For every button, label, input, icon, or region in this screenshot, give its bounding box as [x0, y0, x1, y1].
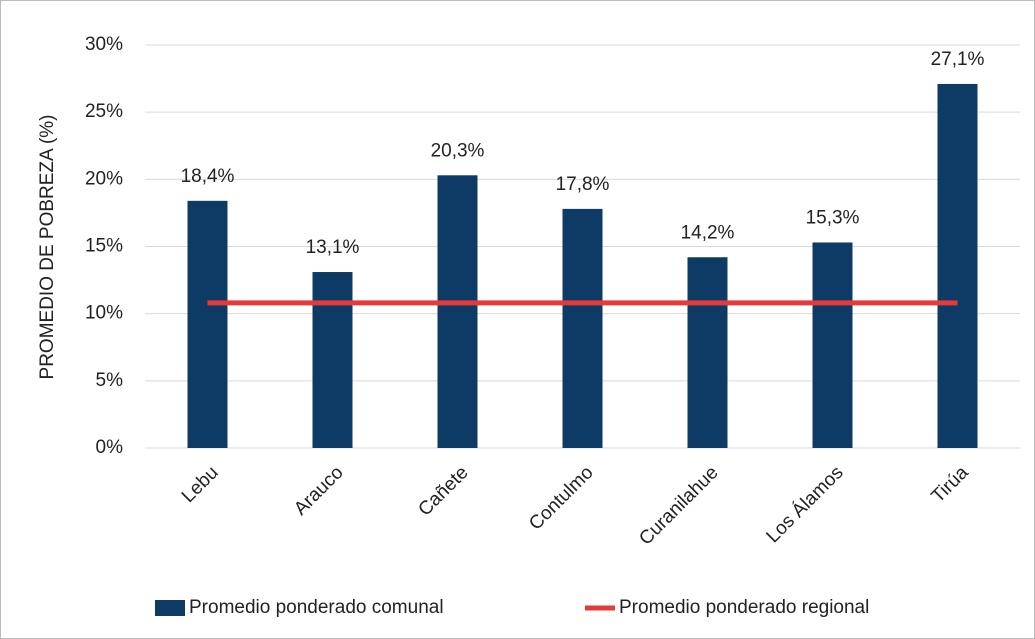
value-label: 20,3%: [431, 140, 485, 161]
y-tick-label: 15%: [85, 236, 123, 257]
y-tick-label: 30%: [85, 34, 123, 55]
y-tick-label: 5%: [96, 370, 124, 391]
bar: [187, 200, 228, 448]
y-tick-label: 25%: [85, 101, 123, 122]
value-label: 27,1%: [931, 49, 985, 70]
y-axis-label: PROMEDIO DE POBREZA (%): [37, 115, 58, 380]
value-label: 13,1%: [306, 237, 360, 258]
legend-swatch: [155, 600, 185, 616]
value-label: 17,8%: [556, 174, 610, 195]
bar: [437, 175, 478, 448]
bar: [312, 272, 353, 448]
bar: [812, 242, 853, 448]
bar: [562, 208, 603, 448]
legend-label: Promedio ponderado comunal: [189, 597, 444, 618]
value-label: 14,2%: [681, 222, 735, 243]
value-label: 15,3%: [806, 207, 860, 228]
bar: [937, 83, 978, 448]
bar: [687, 257, 728, 448]
y-tick-label: 0%: [96, 437, 124, 458]
legend-label: Promedio ponderado regional: [619, 597, 869, 618]
y-tick-label: 20%: [85, 168, 123, 189]
y-tick-label: 10%: [85, 303, 123, 324]
value-label: 18,4%: [181, 166, 235, 187]
